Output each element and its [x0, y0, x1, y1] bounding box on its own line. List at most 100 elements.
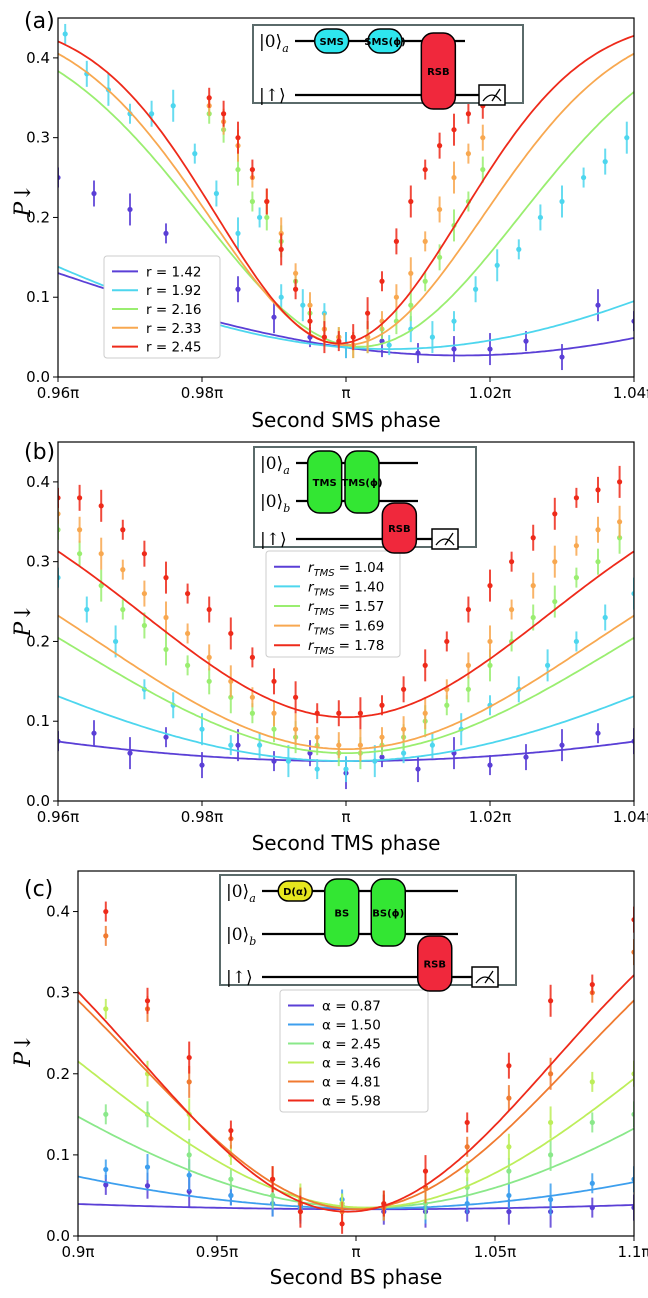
data-point — [170, 103, 176, 109]
data-point — [589, 1119, 595, 1126]
data-point — [271, 726, 277, 732]
data-point — [293, 270, 299, 276]
legend-label: rTMS = 1.40 — [308, 579, 384, 598]
panel-1: (a) 0.96π 0.98π π 1.02π 1.04π 0.0 0.1 0.2 0.3 0.4 S… — [11, 9, 648, 432]
data-point — [186, 1079, 192, 1085]
data-point — [487, 662, 493, 668]
data-point — [264, 198, 270, 205]
data-point — [163, 575, 169, 581]
data-point — [249, 694, 255, 700]
panel-label: (a) — [24, 9, 55, 34]
x-tick-label: π — [341, 384, 350, 402]
x-tick-label: 0.96π — [37, 808, 79, 826]
data-point — [103, 933, 109, 939]
data-point — [589, 1180, 595, 1186]
data-point — [103, 1166, 109, 1173]
data-point — [307, 318, 313, 324]
data-point — [506, 1063, 512, 1069]
data-point — [103, 1006, 109, 1012]
series-2 — [58, 567, 634, 783]
gate-4 — [417, 935, 453, 992]
meter-needle — [484, 970, 494, 984]
data-point — [206, 95, 212, 101]
data-point — [631, 1071, 634, 1077]
legend-label: α = 5.98 — [322, 1094, 381, 1110]
data-point — [127, 750, 133, 756]
data-point — [339, 1221, 345, 1227]
data-point — [300, 302, 306, 308]
data-point — [235, 135, 241, 141]
legend-value: = 1.04 — [339, 560, 385, 576]
data-point — [595, 527, 601, 533]
data-point — [357, 710, 363, 716]
data-point — [631, 949, 634, 955]
x-tick-label: 0.98π — [181, 808, 223, 826]
data-point — [58, 174, 61, 181]
data-point — [120, 567, 126, 573]
data-point — [228, 1176, 234, 1182]
data-point — [437, 206, 443, 213]
data-point — [451, 127, 457, 133]
legend-var: r — [308, 638, 315, 654]
data-point — [401, 686, 407, 692]
ket-label: |0⟩a — [260, 454, 290, 477]
data-point — [307, 302, 313, 308]
data-point — [631, 318, 634, 324]
data-point — [548, 1152, 554, 1158]
data-point — [91, 190, 97, 197]
legend-label: α = 3.46 — [322, 1056, 381, 1072]
data-point — [343, 766, 349, 772]
legend-label: rTMS = 1.78 — [308, 638, 384, 657]
data-point — [401, 750, 407, 756]
data-point — [506, 1168, 512, 1174]
y-tick-label: 0.4 — [26, 49, 50, 67]
data-point — [595, 487, 601, 493]
data-point — [321, 334, 327, 340]
data-point — [278, 294, 284, 300]
fit-curve — [78, 974, 634, 1213]
gate-3 — [370, 878, 406, 947]
ket-subscript: b — [249, 935, 256, 948]
data-point — [379, 734, 385, 740]
x-tick-label: 1.02π — [469, 384, 511, 402]
legend-label: r = 1.92 — [146, 283, 202, 299]
gate-1 — [277, 880, 313, 902]
x-axis-label: Second BS phase — [270, 1265, 443, 1289]
data-point — [465, 662, 471, 668]
gate-1 — [306, 450, 343, 514]
x-tick-label: 1.1π — [618, 1243, 648, 1261]
data-point — [393, 294, 399, 300]
gate-label: TMS(ϕ) — [341, 478, 382, 489]
data-point — [199, 762, 205, 768]
ket-label: |0⟩b — [226, 925, 256, 948]
data-point — [465, 151, 471, 157]
gate-label: RSB — [427, 67, 450, 78]
y-tick-label: 0.3 — [26, 553, 50, 571]
data-point — [393, 238, 399, 244]
data-point — [631, 1176, 634, 1182]
meter-arc — [475, 976, 495, 984]
gate-label: SMS(ϕ) — [364, 37, 405, 48]
data-point — [408, 270, 414, 276]
data-point — [422, 1168, 429, 1174]
fit-curve — [58, 637, 634, 754]
legend-box — [279, 989, 429, 1113]
data-point — [206, 654, 212, 661]
data-point — [595, 559, 601, 565]
data-point — [127, 206, 133, 213]
data-point — [249, 166, 255, 173]
data-point — [487, 762, 493, 768]
data-point — [271, 758, 277, 764]
y-tick-label: 0.3 — [26, 129, 50, 147]
data-point — [186, 1054, 192, 1061]
data-point — [235, 166, 241, 173]
circuit-inset: |0⟩a |↑⟩ SMS SMS(ϕ) RSB — [252, 24, 524, 110]
series-2 — [78, 1154, 634, 1224]
legend-var: r — [308, 560, 315, 576]
data-point — [422, 166, 428, 173]
data-point — [379, 702, 385, 708]
x-tick-label: 0.96π — [37, 384, 79, 402]
data-point — [103, 1182, 109, 1188]
circuit-inset: |0⟩a|0⟩b|↑⟩TMS TMS(ϕ)RSB — [253, 446, 477, 554]
data-point — [235, 286, 241, 292]
